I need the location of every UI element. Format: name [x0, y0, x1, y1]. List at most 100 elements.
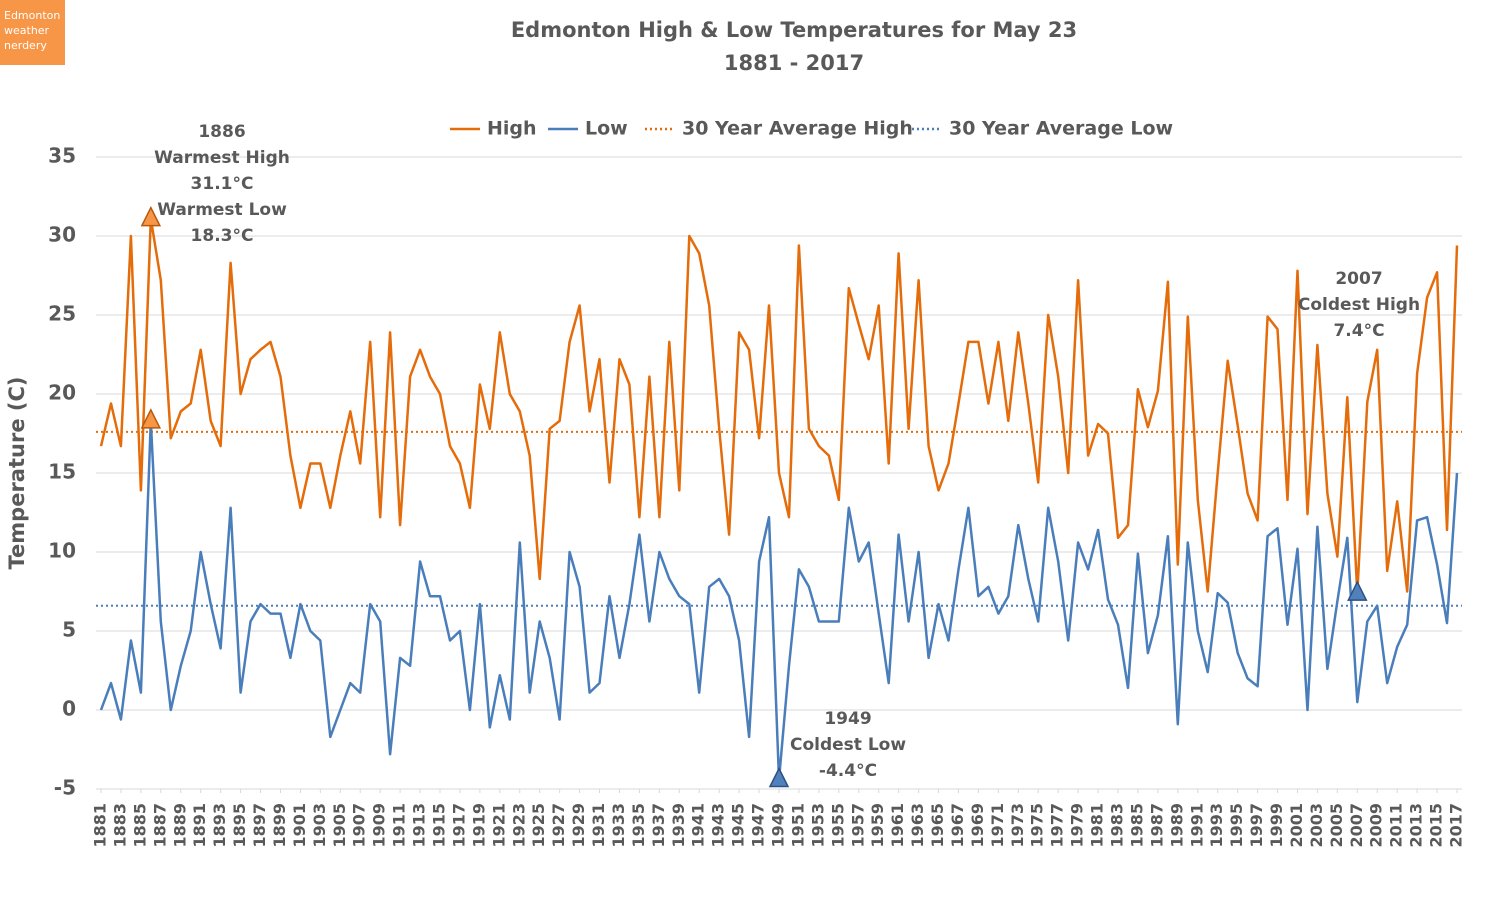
x-tick-label: 1885 [130, 803, 149, 848]
y-tick-label: 10 [48, 539, 76, 563]
legend-label: High [487, 118, 537, 140]
x-tick-label: 1881 [90, 803, 109, 848]
x-tick-label: 2001 [1287, 803, 1306, 848]
x-tick-label: 1945 [729, 803, 748, 848]
x-tick-label: 1925 [529, 803, 548, 848]
x-tick-label: 1929 [569, 803, 588, 848]
y-tick-label: 5 [62, 618, 76, 642]
x-tick-label: 1961 [888, 803, 907, 848]
x-tick-label: 2017 [1447, 803, 1466, 848]
annotation-text: Warmest Low [157, 200, 287, 220]
x-tick-label: 1941 [689, 803, 708, 848]
x-tick-label: 1919 [469, 803, 488, 848]
x-tick-label: 1937 [649, 803, 668, 848]
annotation-text: 18.3°C [191, 226, 254, 246]
x-tick-label: 1977 [1048, 803, 1067, 848]
x-tick-label: 2011 [1387, 803, 1406, 848]
x-tick-label: 1983 [1108, 803, 1127, 848]
x-tick-label: 1959 [868, 803, 887, 848]
annotation-text: 1886 [198, 122, 245, 142]
x-tick-label: 1973 [1008, 803, 1027, 848]
x-tick-label: 2005 [1327, 803, 1346, 848]
annotation-text: 7.4°C [1333, 321, 1384, 341]
annotation-text: -4.4°C [819, 761, 877, 781]
x-tick-label: 1957 [848, 803, 867, 848]
x-tick-label: 1989 [1167, 803, 1186, 848]
x-tick-label: 1917 [449, 803, 468, 848]
x-tick-label: 2013 [1407, 803, 1426, 848]
x-tick-label: 1971 [988, 803, 1007, 848]
x-tick-label: 1897 [250, 803, 269, 848]
y-tick-label: 35 [48, 144, 76, 168]
x-tick-label: 1921 [489, 803, 508, 848]
x-tick-label: 1933 [609, 803, 628, 848]
annotation-text: Coldest Low [790, 735, 906, 755]
x-tick-label: 1901 [290, 803, 309, 848]
x-tick-label: 1931 [589, 803, 608, 848]
x-tick-label: 1949 [769, 803, 788, 848]
x-tick-label: 1967 [948, 803, 967, 848]
x-tick-label: 2009 [1367, 803, 1386, 848]
legend-label: 30 Year Average High [682, 118, 913, 140]
x-tick-label: 1999 [1267, 803, 1286, 848]
x-tick-label: 1969 [968, 803, 987, 848]
logo-text: weather [4, 24, 50, 37]
highlight-marker [140, 408, 162, 429]
x-tick-label: 1889 [170, 803, 189, 848]
x-tick-label: 1899 [270, 803, 289, 848]
x-tick-label: 1987 [1147, 803, 1166, 848]
x-tick-label: 1963 [908, 803, 927, 848]
x-tick-label: 1913 [410, 803, 429, 848]
annotation-text: Warmest High [154, 148, 290, 168]
x-tick-label: 1997 [1247, 803, 1266, 848]
x-tick-label: 1953 [808, 803, 827, 848]
x-tick-label: 1909 [370, 803, 389, 848]
x-tick-label: 1895 [230, 803, 249, 848]
annotation-text: 31.1°C [191, 174, 254, 194]
logo-text: nerdery [4, 39, 47, 52]
x-tick-label: 1981 [1088, 803, 1107, 848]
logo-text: Edmonton [4, 9, 60, 22]
legend-label: Low [585, 118, 628, 140]
highlight-marker [140, 205, 162, 227]
x-tick-label: 1943 [709, 803, 728, 848]
highlight-marker [1347, 580, 1368, 601]
annotation-text: Coldest High [1298, 295, 1420, 315]
y-tick-label: 25 [48, 302, 76, 326]
x-tick-label: 1947 [749, 803, 768, 848]
x-tick-label: 1883 [110, 803, 129, 848]
x-tick-label: 1891 [190, 803, 209, 848]
x-tick-label: 1887 [150, 803, 169, 848]
y-tick-label: 30 [48, 223, 76, 247]
x-tick-label: 2003 [1307, 803, 1326, 848]
x-tick-label: 1993 [1207, 803, 1226, 848]
x-tick-label: 1975 [1028, 803, 1047, 848]
x-tick-label: 1905 [330, 803, 349, 848]
x-tick-label: 1927 [549, 803, 568, 848]
x-tick-label: 1965 [928, 803, 947, 848]
x-tick-label: 1939 [669, 803, 688, 848]
y-tick-label: 0 [62, 697, 76, 721]
annotation-text: 1949 [824, 709, 871, 729]
line-series [99, 217, 1459, 595]
x-tick-label: 1985 [1127, 803, 1146, 848]
y-tick-label: 15 [48, 460, 76, 484]
highlight-marker [768, 766, 790, 788]
x-tick-label: 1907 [350, 803, 369, 848]
x-tick-label: 2015 [1427, 803, 1446, 848]
x-tick-label: 1923 [509, 803, 528, 848]
x-tick-label: 1955 [828, 803, 847, 848]
x-tick-label: 1915 [429, 803, 448, 848]
x-tick-label: 1911 [390, 803, 409, 848]
y-axis-title: Temperature (C) [5, 377, 29, 570]
x-tick-label: 1991 [1187, 803, 1206, 848]
chart-subtitle: 1881 - 2017 [724, 51, 864, 75]
x-tick-label: 1935 [629, 803, 648, 848]
x-tick-label: 1893 [210, 803, 229, 848]
chart-title: Edmonton High & Low Temperatures for May… [511, 18, 1077, 42]
logo-box [0, 0, 65, 65]
x-tick-label: 1995 [1227, 803, 1246, 848]
y-tick-label: 20 [48, 381, 76, 405]
annotation-text: 2007 [1335, 269, 1382, 289]
